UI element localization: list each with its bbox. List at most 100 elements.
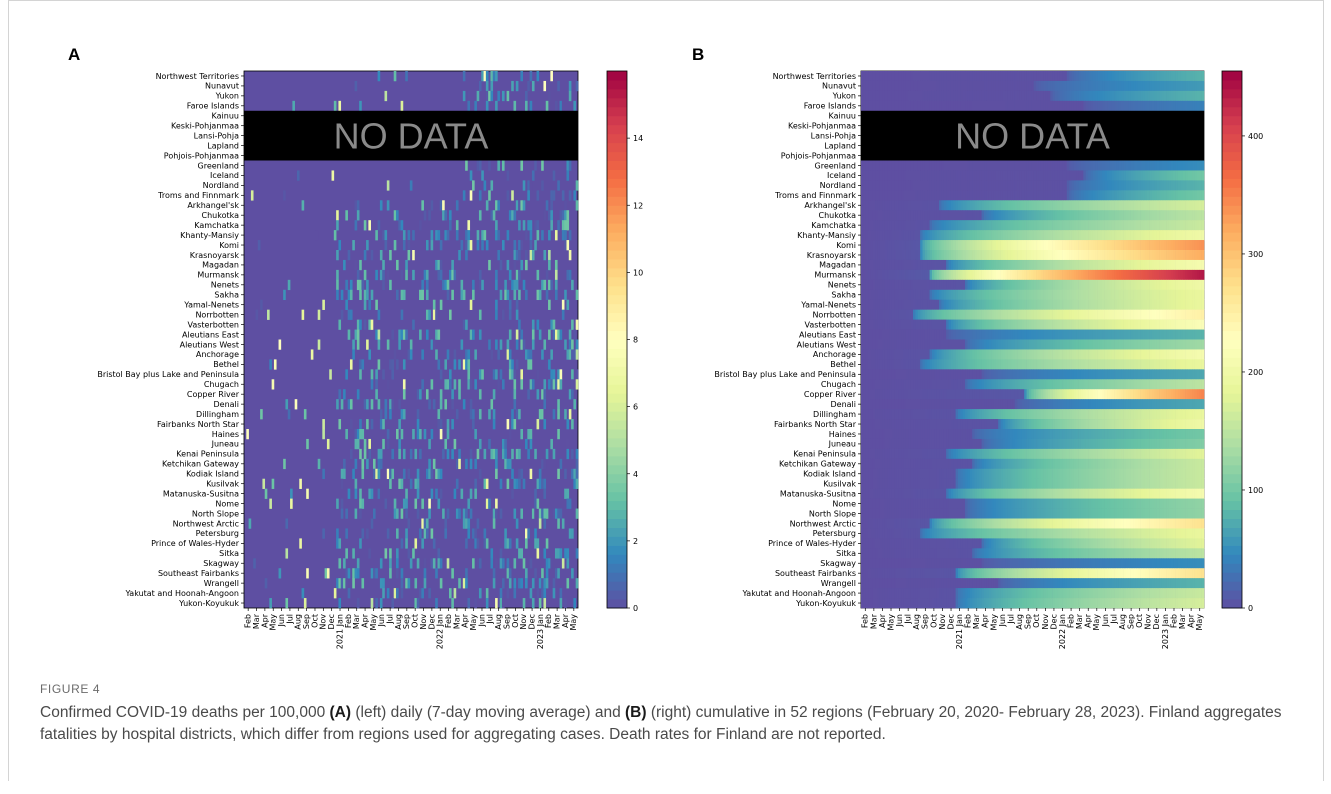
x-tick-label: Sep <box>1024 614 1033 629</box>
row-label: Denali <box>831 400 857 409</box>
panel-b-heatmap: NO DATA <box>860 70 1205 609</box>
x-tick-label: Apr <box>561 613 570 628</box>
x-tick-label: Feb <box>861 614 870 628</box>
row-label: Southeast Fairbanks <box>158 569 239 578</box>
x-tick-label: Oct <box>929 614 938 628</box>
row-label: Yukon <box>215 92 239 101</box>
row-label: Kainuu <box>212 112 239 121</box>
x-tick-label: May <box>1195 614 1204 631</box>
row-label: Nordland <box>820 181 856 190</box>
row-label: Kusilvak <box>823 479 856 488</box>
figure-caption: Confirmed COVID-19 deaths per 100,000 (A… <box>40 704 1282 743</box>
x-tick-label: Apr <box>360 613 369 628</box>
row-label: Skagway <box>203 559 239 568</box>
row-label: Aleutians West <box>797 340 856 349</box>
colorbar-tick: 100 <box>1248 486 1263 495</box>
row-label: Bethel <box>213 360 239 369</box>
row-label: Murmansk <box>814 271 856 280</box>
x-tick-label: Jun <box>998 614 1007 628</box>
row-label: Khanty-Mansiy <box>180 231 239 240</box>
x-tick-label: Feb <box>1066 614 1075 628</box>
row-label: Southeast Fairbanks <box>775 569 856 578</box>
row-label: Yukon-Koyukuk <box>178 599 239 608</box>
row-label: Komi <box>836 241 856 250</box>
row-label: Nenets <box>828 281 856 290</box>
colorbar-tick: 14 <box>633 134 643 143</box>
row-label: Nome <box>832 499 856 508</box>
row-label: Chukotka <box>819 211 857 220</box>
row-label: Arkhangel'sk <box>187 201 239 210</box>
row-label: Troms and Finnmark <box>157 191 239 200</box>
colorbar-tick: 300 <box>1248 250 1263 259</box>
x-tick-label: Aug <box>1015 614 1024 630</box>
row-label: Kodiak Island <box>803 470 856 479</box>
row-label: Petersburg <box>196 529 239 538</box>
x-tick-label: 2023 Jan <box>1161 614 1170 649</box>
row-label: Denali <box>214 400 240 409</box>
x-tick-label: Mar <box>452 613 461 629</box>
x-tick-label: 2021 Jan <box>335 614 344 649</box>
x-tick-label: May <box>369 614 378 631</box>
row-label: Chukotka <box>202 211 240 220</box>
colorbar-tick: 400 <box>1248 132 1263 141</box>
x-tick-label: 2022 Jan <box>436 614 445 649</box>
x-tick-label: Mar <box>869 613 878 629</box>
row-label: Bethel <box>830 360 856 369</box>
x-tick-label: Mar <box>352 613 361 629</box>
row-label: Petersburg <box>813 529 856 538</box>
row-label: Aleutians East <box>799 330 856 339</box>
colorbar-tick: 2 <box>633 537 638 546</box>
row-label: Prince of Wales-Hyder <box>151 539 240 548</box>
x-tick-label: Oct <box>1135 614 1144 628</box>
row-label: Magadan <box>202 261 239 270</box>
colorbar-tick: 10 <box>633 268 643 277</box>
row-label: Northwest Territories <box>156 72 239 81</box>
x-tick-label: Jul <box>1109 614 1118 625</box>
no-data-text: NO DATA <box>955 116 1110 157</box>
x-tick-label: Feb <box>964 614 973 628</box>
row-label: Kamchatka <box>194 221 239 230</box>
x-tick-label: 2023 Jan <box>536 614 545 649</box>
x-tick-label: Dec <box>527 614 536 629</box>
x-tick-label: Jul <box>904 614 913 625</box>
x-tick-label: Oct <box>310 614 319 628</box>
row-label: Sakha <box>831 291 856 300</box>
x-tick-label: Mar <box>1178 613 1187 629</box>
panel-a-label: A <box>68 45 80 64</box>
row-label: Northwest Territories <box>773 72 856 81</box>
row-label: Juneau <box>828 440 856 449</box>
row-label: Kusilvak <box>206 479 239 488</box>
figure-frame <box>8 0 1324 781</box>
panel-b-colorbar: 0 100 200 300 400 <box>1221 70 1263 613</box>
x-tick-label: Nov <box>419 614 428 630</box>
row-label: Copper River <box>804 390 857 399</box>
row-label: Chugach <box>821 380 856 389</box>
x-tick-label: Sep <box>502 614 511 629</box>
row-label: Krasnoyarsk <box>190 251 240 260</box>
row-label: Nordland <box>203 181 239 190</box>
row-label: Keski-Pohjanmaa <box>788 121 856 130</box>
x-tick-label: Jul <box>1006 614 1015 625</box>
row-label: Yamal-Nenets <box>183 300 239 309</box>
row-label: Vasterbotten <box>187 320 239 329</box>
x-tick-label: Jul <box>386 614 395 625</box>
x-tick-label: Mar <box>252 613 261 629</box>
colorbar-tick: 200 <box>1248 368 1263 377</box>
row-label: Northwest Arctic <box>173 519 239 528</box>
row-label: Nunavut <box>205 82 239 91</box>
row-label: Sitka <box>219 549 239 558</box>
x-tick-label: Jul <box>486 614 495 625</box>
x-tick-label: May <box>989 614 998 631</box>
panel-b-label: B <box>692 45 704 64</box>
x-tick-label: Sep <box>302 614 311 629</box>
row-label: Haines <box>829 430 856 439</box>
x-tick-label: Apr <box>461 613 470 628</box>
colorbar-tick: 0 <box>633 604 638 613</box>
row-label: Yakutat and Hoonah-Angoon <box>742 589 857 598</box>
x-tick-label: Dec <box>1152 614 1161 629</box>
row-label: Fairbanks North Star <box>774 420 857 429</box>
row-label: Kamchatka <box>811 221 856 230</box>
row-label: Matanuska-Susitna <box>780 489 856 498</box>
